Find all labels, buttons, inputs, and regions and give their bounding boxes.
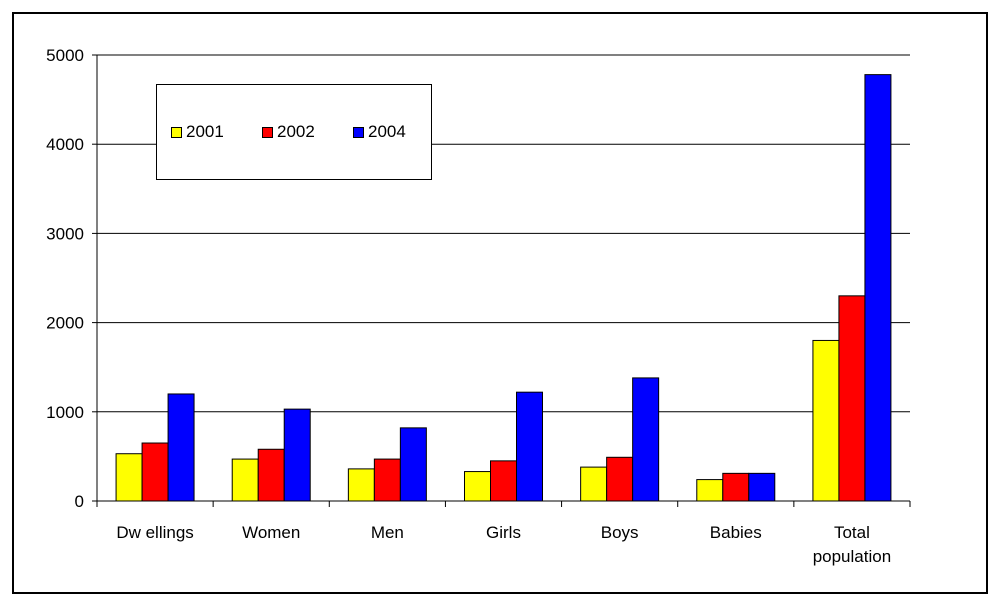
legend-label-2001: 2001 bbox=[186, 122, 224, 141]
bar-2004 bbox=[864, 74, 892, 502]
bar-2002 bbox=[722, 472, 750, 502]
legend-swatch-2002 bbox=[262, 126, 273, 138]
bar-2002 bbox=[838, 295, 866, 502]
legend: 2001 2002 2004 bbox=[156, 84, 432, 180]
legend-label-2004: 2004 bbox=[368, 122, 406, 141]
y-tick-label: 3000 bbox=[46, 224, 84, 243]
bar-2004 bbox=[632, 377, 660, 502]
bar-2002 bbox=[141, 442, 169, 502]
legend-item-2002: 2002 bbox=[262, 122, 315, 142]
x-tick-label: Dw ellings bbox=[116, 523, 193, 542]
x-tick-label: Boys bbox=[601, 523, 639, 542]
bar-2001 bbox=[696, 479, 724, 502]
x-tick-label: Men bbox=[371, 523, 404, 542]
bar-2002 bbox=[606, 456, 634, 502]
bar-2002 bbox=[373, 458, 401, 502]
x-tick-label: Total population bbox=[813, 523, 891, 566]
bar-2004 bbox=[167, 393, 195, 502]
bar-2004 bbox=[399, 427, 427, 502]
bar-2001 bbox=[231, 458, 259, 502]
legend-swatch-2001 bbox=[171, 126, 182, 138]
legend-label-2002: 2002 bbox=[277, 122, 315, 141]
bar-2004 bbox=[748, 472, 776, 502]
y-tick-label: 4000 bbox=[46, 135, 84, 154]
y-tick-label: 5000 bbox=[46, 46, 84, 65]
legend-swatch-2004 bbox=[353, 126, 364, 138]
bar-2004 bbox=[516, 391, 543, 502]
bar-2001 bbox=[464, 471, 491, 502]
bar-2001 bbox=[347, 468, 375, 502]
legend-item-2004: 2004 bbox=[353, 122, 406, 142]
bar-2001 bbox=[812, 339, 840, 502]
x-tick-label: Women bbox=[242, 523, 300, 542]
x-tick-label: Girls bbox=[486, 523, 521, 542]
y-tick-label: 0 bbox=[75, 492, 84, 511]
bar-2002 bbox=[490, 460, 517, 502]
bar-2001 bbox=[115, 453, 143, 502]
bar-2001 bbox=[580, 466, 608, 502]
bar-2002 bbox=[257, 448, 285, 502]
y-tick-label: 1000 bbox=[46, 403, 84, 422]
bar-2004 bbox=[283, 408, 311, 502]
y-tick-label: 2000 bbox=[46, 314, 84, 333]
legend-item-2001: 2001 bbox=[171, 122, 224, 142]
x-tick-label: Babies bbox=[710, 523, 762, 542]
